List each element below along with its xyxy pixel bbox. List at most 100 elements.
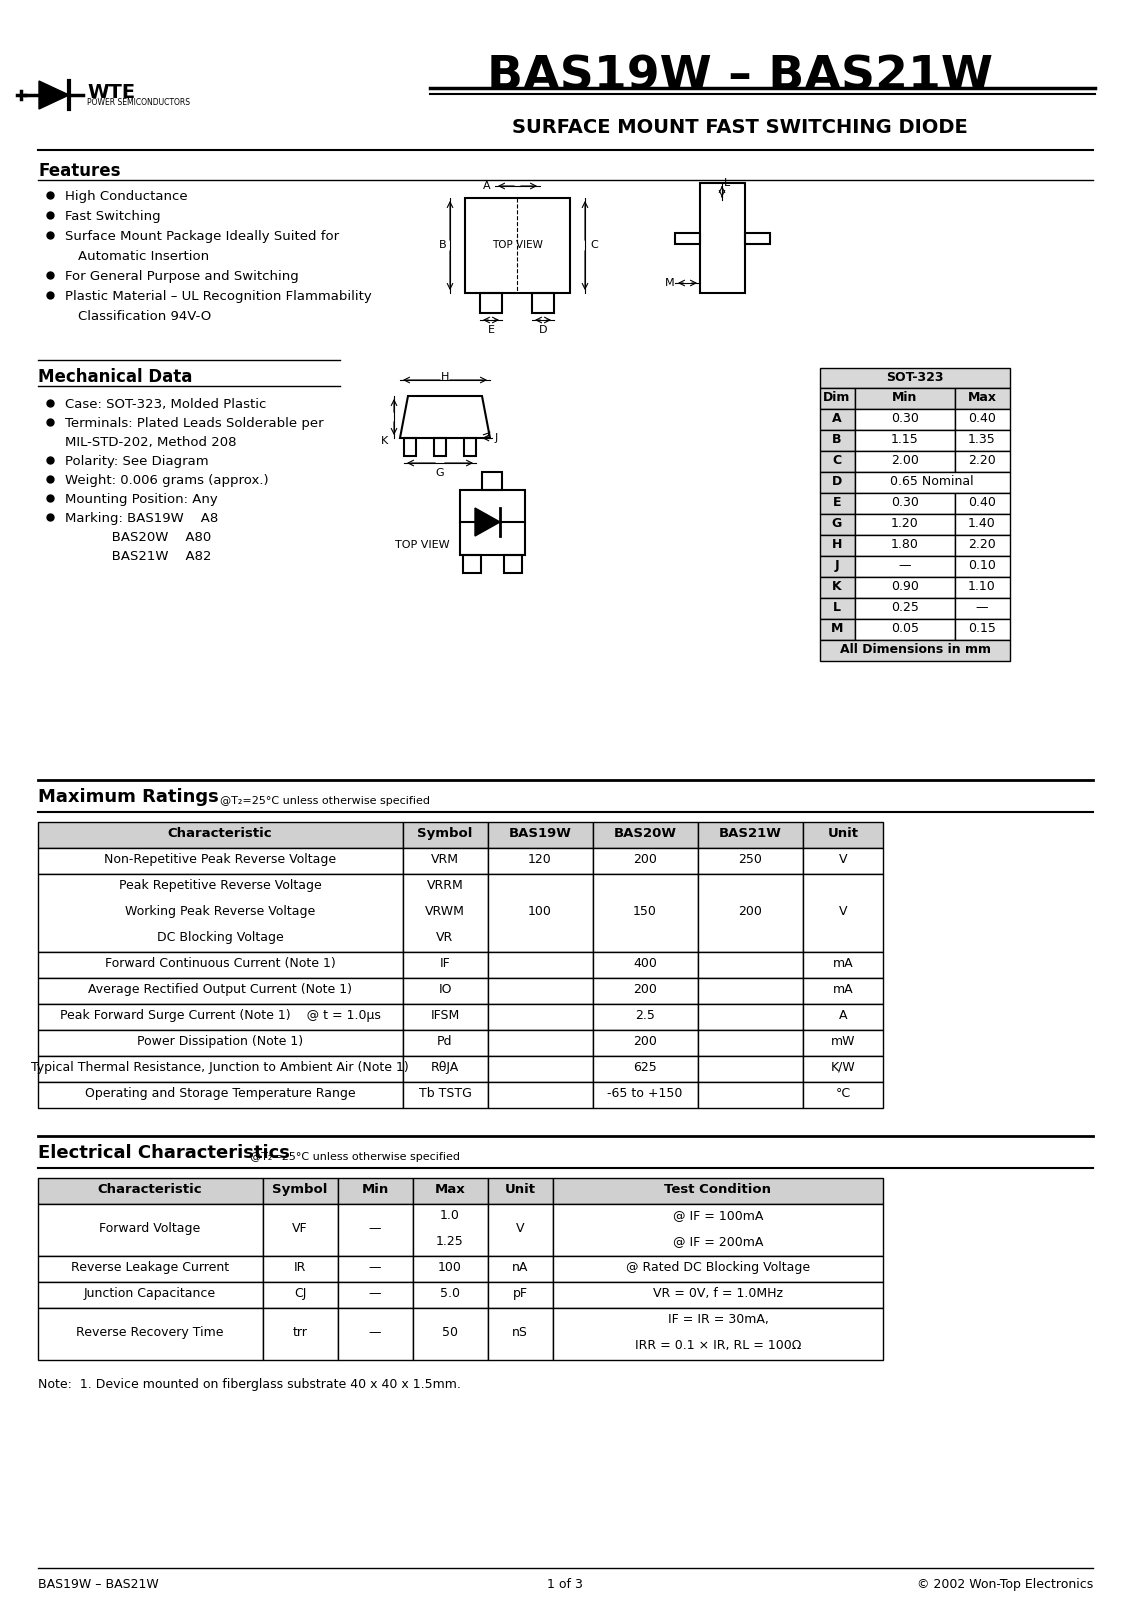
Bar bbox=[855, 387, 955, 410]
Text: 2.20: 2.20 bbox=[968, 538, 996, 550]
Text: L: L bbox=[834, 602, 841, 614]
Bar bbox=[487, 848, 593, 874]
Text: Operating and Storage Temperature Range: Operating and Storage Temperature Range bbox=[85, 1086, 355, 1101]
Bar bbox=[38, 1005, 403, 1030]
Bar bbox=[553, 1203, 883, 1256]
Bar bbox=[820, 410, 855, 430]
Text: 120: 120 bbox=[528, 853, 552, 866]
Text: SOT-323: SOT-323 bbox=[887, 371, 943, 384]
Bar bbox=[803, 1056, 883, 1082]
Text: Min: Min bbox=[362, 1182, 389, 1197]
Text: G: G bbox=[435, 467, 444, 478]
Bar bbox=[264, 1282, 338, 1309]
Text: mW: mW bbox=[831, 1035, 855, 1048]
Text: Forward Voltage: Forward Voltage bbox=[100, 1222, 200, 1235]
Bar bbox=[38, 874, 403, 952]
Text: BAS19W: BAS19W bbox=[509, 827, 571, 840]
Text: @ IF = 200mA: @ IF = 200mA bbox=[673, 1235, 763, 1248]
Bar bbox=[803, 1030, 883, 1056]
Text: Plastic Material – UL Recognition Flammability: Plastic Material – UL Recognition Flamma… bbox=[64, 290, 372, 302]
Text: CJ: CJ bbox=[294, 1286, 307, 1299]
Text: Unit: Unit bbox=[504, 1182, 535, 1197]
Text: 625: 625 bbox=[633, 1061, 657, 1074]
Bar bbox=[698, 848, 803, 874]
Text: SURFACE MOUNT FAST SWITCHING DIODE: SURFACE MOUNT FAST SWITCHING DIODE bbox=[512, 118, 968, 138]
Text: 250: 250 bbox=[739, 853, 762, 866]
Text: 50: 50 bbox=[442, 1326, 458, 1339]
Text: IR: IR bbox=[294, 1261, 307, 1274]
Bar bbox=[403, 1082, 487, 1107]
Bar bbox=[855, 557, 955, 578]
Bar bbox=[698, 1005, 803, 1030]
Bar bbox=[855, 493, 955, 514]
Text: K: K bbox=[381, 435, 388, 446]
Bar bbox=[532, 293, 554, 314]
Text: Peak Repetitive Reverse Voltage: Peak Repetitive Reverse Voltage bbox=[119, 878, 321, 893]
Bar bbox=[803, 1082, 883, 1107]
Bar bbox=[855, 410, 955, 430]
Text: mA: mA bbox=[832, 982, 853, 995]
Bar bbox=[338, 1309, 413, 1360]
Bar bbox=[465, 198, 570, 293]
Text: @T₂=25°C unless otherwise specified: @T₂=25°C unless otherwise specified bbox=[221, 795, 430, 806]
Text: -65 to +150: -65 to +150 bbox=[607, 1086, 683, 1101]
Bar bbox=[38, 1082, 403, 1107]
Text: MIL-STD-202, Method 208: MIL-STD-202, Method 208 bbox=[64, 435, 236, 450]
Text: 1.0: 1.0 bbox=[440, 1210, 460, 1222]
Bar bbox=[38, 1282, 264, 1309]
Text: 0.10: 0.10 bbox=[968, 558, 996, 573]
Bar bbox=[593, 874, 698, 952]
Bar bbox=[855, 451, 955, 472]
Text: @ IF = 100mA: @ IF = 100mA bbox=[673, 1210, 763, 1222]
Bar bbox=[698, 874, 803, 952]
Polygon shape bbox=[400, 395, 490, 438]
Bar bbox=[463, 555, 481, 573]
Text: All Dimensions in mm: All Dimensions in mm bbox=[839, 643, 991, 656]
Text: 1.25: 1.25 bbox=[437, 1235, 464, 1248]
Text: V: V bbox=[839, 906, 847, 918]
Text: 2.00: 2.00 bbox=[891, 454, 918, 467]
Text: @ Rated DC Blocking Voltage: @ Rated DC Blocking Voltage bbox=[625, 1261, 810, 1274]
Text: H: H bbox=[441, 371, 449, 382]
Bar bbox=[553, 1282, 883, 1309]
Bar bbox=[487, 1082, 593, 1107]
Text: V: V bbox=[839, 853, 847, 866]
Bar bbox=[820, 514, 855, 534]
Bar bbox=[487, 1005, 593, 1030]
Text: L: L bbox=[724, 178, 731, 187]
Text: H: H bbox=[831, 538, 843, 550]
Text: Surface Mount Package Ideally Suited for: Surface Mount Package Ideally Suited for bbox=[64, 230, 339, 243]
Bar bbox=[803, 874, 883, 952]
Bar bbox=[855, 578, 955, 598]
Text: Features: Features bbox=[38, 162, 121, 179]
Text: K: K bbox=[832, 579, 841, 594]
Text: 100: 100 bbox=[438, 1261, 461, 1274]
Bar bbox=[820, 430, 855, 451]
Bar bbox=[264, 1178, 338, 1203]
Bar bbox=[413, 1256, 487, 1282]
Bar bbox=[820, 387, 855, 410]
Text: A: A bbox=[832, 411, 841, 426]
Text: trr: trr bbox=[293, 1326, 308, 1339]
Bar bbox=[487, 1203, 553, 1256]
Bar bbox=[553, 1256, 883, 1282]
Text: A: A bbox=[483, 181, 491, 190]
Bar bbox=[487, 1030, 593, 1056]
Bar bbox=[487, 1256, 553, 1282]
Text: —: — bbox=[369, 1222, 381, 1235]
Text: Polarity: See Diagram: Polarity: See Diagram bbox=[64, 454, 208, 467]
Bar bbox=[820, 557, 855, 578]
Text: WTE: WTE bbox=[87, 83, 135, 102]
Bar bbox=[487, 1056, 593, 1082]
Bar bbox=[955, 387, 1010, 410]
Bar bbox=[403, 1005, 487, 1030]
Text: D: D bbox=[538, 325, 547, 334]
Polygon shape bbox=[38, 82, 69, 109]
Text: Characteristic: Characteristic bbox=[167, 827, 273, 840]
Text: 0.30: 0.30 bbox=[891, 496, 918, 509]
Text: 400: 400 bbox=[633, 957, 657, 970]
Bar bbox=[38, 952, 403, 978]
Bar bbox=[464, 438, 476, 456]
Text: For General Purpose and Switching: For General Purpose and Switching bbox=[64, 270, 299, 283]
Bar bbox=[264, 1256, 338, 1282]
